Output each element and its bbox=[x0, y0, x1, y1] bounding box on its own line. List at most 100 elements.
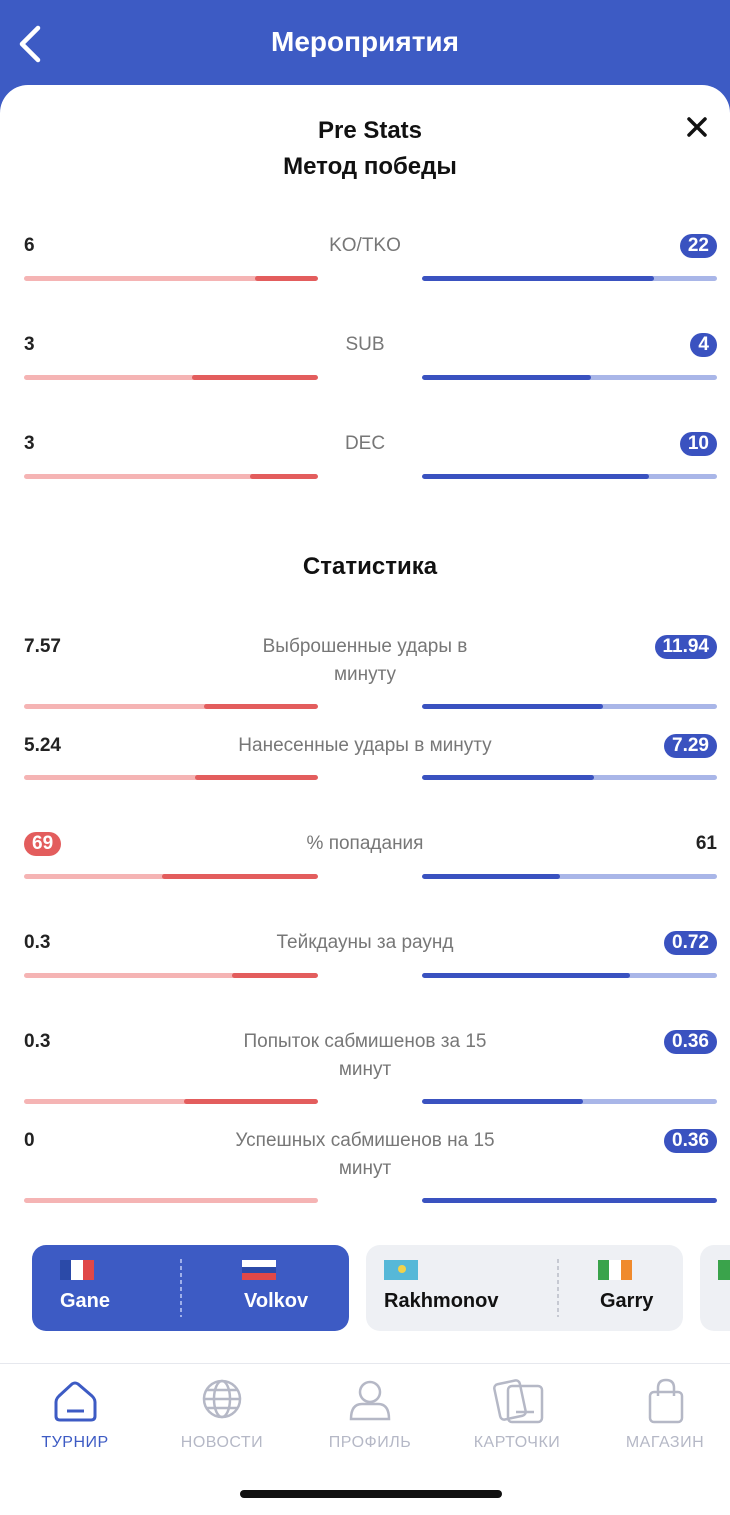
right-value: 10 bbox=[679, 432, 717, 456]
right-bar bbox=[422, 474, 649, 479]
right-bar bbox=[422, 1099, 583, 1104]
right-bar-track bbox=[422, 1099, 717, 1104]
right-bar-track bbox=[422, 874, 717, 879]
home-indicator bbox=[240, 1490, 502, 1498]
left-bar-track bbox=[24, 973, 318, 978]
right-bar-track bbox=[422, 973, 717, 978]
stat-label-line: Попыток сабмишенов за 15 bbox=[243, 1031, 487, 1052]
stat-label-line: KO/TKO bbox=[329, 235, 401, 256]
right-bar bbox=[422, 375, 591, 380]
fighter-name: Gane bbox=[60, 1290, 111, 1312]
left-value: 0.3 bbox=[24, 932, 51, 953]
left-bar-track bbox=[24, 375, 318, 380]
stats-title: Статистика bbox=[302, 553, 438, 580]
stat-label-line: минут bbox=[338, 1059, 392, 1080]
right-bar bbox=[422, 704, 603, 709]
right-value: 7.29 bbox=[664, 734, 717, 758]
stat-label: Выброшенные удары в минуту bbox=[190, 633, 540, 689]
header: Мероприятия bbox=[0, 0, 730, 90]
tab-icons bbox=[54, 1378, 684, 1424]
stat-label-line: Успешных сабмишенов на 15 bbox=[235, 1130, 495, 1151]
close-button[interactable] bbox=[686, 116, 708, 138]
left-bar-track bbox=[24, 704, 318, 709]
left-bar bbox=[255, 276, 318, 281]
right-bar-track bbox=[422, 474, 717, 479]
left-bar bbox=[231, 973, 318, 978]
flag bbox=[60, 1260, 94, 1280]
right-value: 61 bbox=[695, 833, 717, 854]
tab-label[interactable]: ТУРНИР bbox=[41, 1434, 109, 1451]
stat-label-line: минут bbox=[338, 1158, 392, 1179]
right-bar bbox=[422, 1198, 717, 1203]
left-value: 0.3 bbox=[24, 1031, 51, 1052]
right-bar bbox=[422, 775, 594, 780]
tab-label[interactable]: МАГАЗИН bbox=[625, 1434, 705, 1451]
stat-label: Тейкдауны за раунд bbox=[190, 929, 540, 957]
right-value: 4 bbox=[690, 333, 717, 357]
right-bar-track bbox=[422, 775, 717, 780]
left-bar-track bbox=[24, 474, 318, 479]
left-value: 3 bbox=[24, 433, 35, 454]
stat-label: DEC bbox=[190, 430, 540, 458]
panel-title: Pre Stats bbox=[317, 117, 423, 144]
stat-label-line: DEC bbox=[344, 433, 386, 454]
tab-label[interactable]: КАРТОЧКИ bbox=[473, 1434, 561, 1451]
left-bar bbox=[192, 375, 318, 380]
left-bar bbox=[250, 474, 318, 479]
right-value: 0.36 bbox=[664, 1129, 717, 1153]
stat-label-line: % попадания bbox=[306, 833, 424, 854]
stat-label: SUB bbox=[190, 331, 540, 359]
divider bbox=[180, 1259, 182, 1317]
fighter-name: Rakhmonov bbox=[384, 1290, 499, 1312]
right-value: 11.94 bbox=[654, 635, 717, 659]
stat-label: KO/TKO bbox=[190, 232, 540, 260]
right-bar bbox=[422, 874, 561, 879]
flag bbox=[718, 1260, 730, 1280]
flag bbox=[242, 1260, 276, 1280]
tab-label[interactable]: НОВОСТИ bbox=[180, 1434, 264, 1451]
stat-label-line: Тейкдауны за раунд bbox=[276, 932, 454, 953]
right-bar-track bbox=[422, 704, 717, 709]
left-value: 69 bbox=[24, 832, 62, 856]
fight-card[interactable]: Rakhmonov Garry bbox=[366, 1245, 683, 1331]
stat-label-line: SUB bbox=[345, 334, 385, 355]
left-bar-track bbox=[24, 1198, 318, 1203]
fighter-name: Volkov bbox=[244, 1290, 309, 1312]
left-value: 7.57 bbox=[24, 636, 61, 657]
right-bar-track bbox=[422, 375, 717, 380]
left-bar bbox=[161, 874, 318, 879]
left-value: 0 bbox=[24, 1130, 35, 1151]
right-value: 22 bbox=[679, 234, 717, 258]
fighter-name: Garry bbox=[600, 1290, 654, 1312]
right-bar-track bbox=[422, 276, 717, 281]
stat-label-line: Выброшенные удары в bbox=[262, 636, 468, 657]
flag bbox=[384, 1260, 418, 1280]
tab-bar bbox=[0, 1363, 730, 1515]
left-value: 5.24 bbox=[24, 735, 61, 756]
right-value: 0.36 bbox=[664, 1030, 717, 1054]
left-bar bbox=[203, 704, 318, 709]
back-button[interactable] bbox=[12, 22, 46, 66]
left-bar-track bbox=[24, 874, 318, 879]
left-bar-track bbox=[24, 775, 318, 780]
divider bbox=[557, 1259, 559, 1317]
tab-label[interactable]: ПРОФИЛЬ bbox=[328, 1434, 412, 1451]
left-value: 6 bbox=[24, 235, 35, 256]
flag bbox=[598, 1260, 632, 1280]
left-bar bbox=[184, 1099, 318, 1104]
stat-label: % попадания bbox=[190, 830, 540, 858]
header-title: Мероприятия bbox=[271, 26, 459, 57]
left-bar-track bbox=[24, 1099, 318, 1104]
stat-label: Нанесенные удары в минуту bbox=[190, 732, 540, 760]
left-value: 3 bbox=[24, 334, 35, 355]
fight-card[interactable] bbox=[700, 1245, 730, 1331]
left-bar-track bbox=[24, 276, 318, 281]
stat-label-line: Нанесенные удары в минуту bbox=[238, 735, 492, 756]
right-bar bbox=[422, 276, 654, 281]
stat-label: Успешных сабмишенов на 15 минут bbox=[190, 1127, 540, 1183]
right-bar bbox=[422, 973, 631, 978]
stat-label: Попыток сабмишенов за 15 минут bbox=[190, 1028, 540, 1084]
fight-card[interactable]: Gane Volkov bbox=[32, 1245, 349, 1331]
right-value: 0.72 bbox=[664, 931, 717, 955]
